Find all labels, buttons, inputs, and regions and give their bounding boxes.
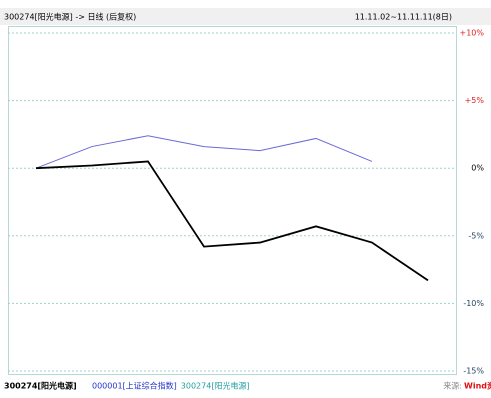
footer-label: 300274[阳光电源] bbox=[4, 381, 77, 391]
series-line bbox=[35, 160, 429, 282]
y-tick-label: +10% bbox=[460, 29, 485, 38]
plot-frame bbox=[8, 26, 457, 375]
series-line bbox=[35, 135, 373, 169]
y-tick-label: -15% bbox=[463, 367, 484, 376]
source-label: 来源: bbox=[443, 382, 462, 391]
legend-entry: 000001[上证综合指数] bbox=[92, 381, 177, 391]
header-bar bbox=[0, 8, 491, 25]
y-tick-label: 0% bbox=[471, 164, 484, 173]
chart-title: 300274[阳光电源] -> 日线 (后复权) bbox=[4, 12, 136, 22]
legend-entry: 300274[阳光电源] bbox=[181, 381, 250, 391]
source-name: Wind资讯 bbox=[464, 381, 491, 391]
y-tick-label: -5% bbox=[468, 231, 484, 240]
date-range: 11.11.02~11.11.11(8日) bbox=[355, 13, 452, 22]
y-tick-label: +5% bbox=[465, 96, 485, 105]
y-tick-label: -10% bbox=[463, 299, 484, 308]
